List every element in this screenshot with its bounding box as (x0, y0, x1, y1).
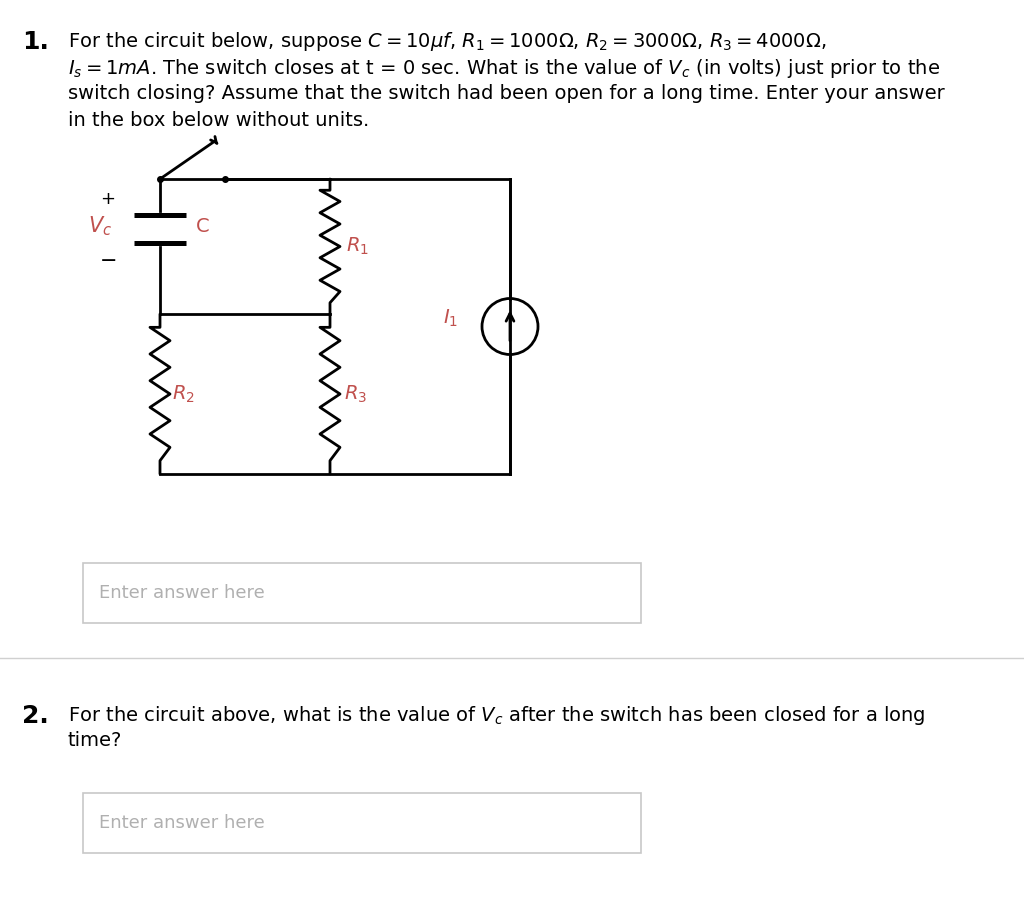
Text: $R_3$: $R_3$ (344, 383, 367, 405)
Text: $-$: $-$ (99, 249, 117, 269)
FancyBboxPatch shape (83, 563, 641, 623)
Text: $I_s = 1mA$. The switch closes at t = 0 sec. What is the value of $V_c$ (in volt: $I_s = 1mA$. The switch closes at t = 0 … (68, 57, 940, 80)
Text: $R_1$: $R_1$ (346, 236, 369, 257)
Text: Enter answer here: Enter answer here (99, 584, 265, 602)
Text: 1.: 1. (22, 30, 49, 54)
Text: in the box below without units.: in the box below without units. (68, 111, 370, 130)
Text: $I_1$: $I_1$ (442, 308, 458, 329)
Text: 2.: 2. (22, 704, 49, 728)
Text: switch closing? Assume that the switch had been open for a long time. Enter your: switch closing? Assume that the switch h… (68, 84, 945, 103)
Text: time?: time? (68, 731, 123, 750)
FancyBboxPatch shape (83, 793, 641, 853)
Text: For the circuit below, suppose $C = 10\mu f$, $R_1 = 1000\Omega$, $R_2 = 3000\Om: For the circuit below, suppose $C = 10\m… (68, 30, 826, 53)
Text: For the circuit above, what is the value of $V_c$ after the switch has been clos: For the circuit above, what is the value… (68, 704, 926, 727)
Text: C: C (196, 217, 210, 236)
Text: $R_2$: $R_2$ (172, 383, 195, 405)
Text: Enter answer here: Enter answer here (99, 814, 265, 832)
Text: $V_c$: $V_c$ (88, 214, 112, 238)
Text: +: + (100, 190, 116, 208)
